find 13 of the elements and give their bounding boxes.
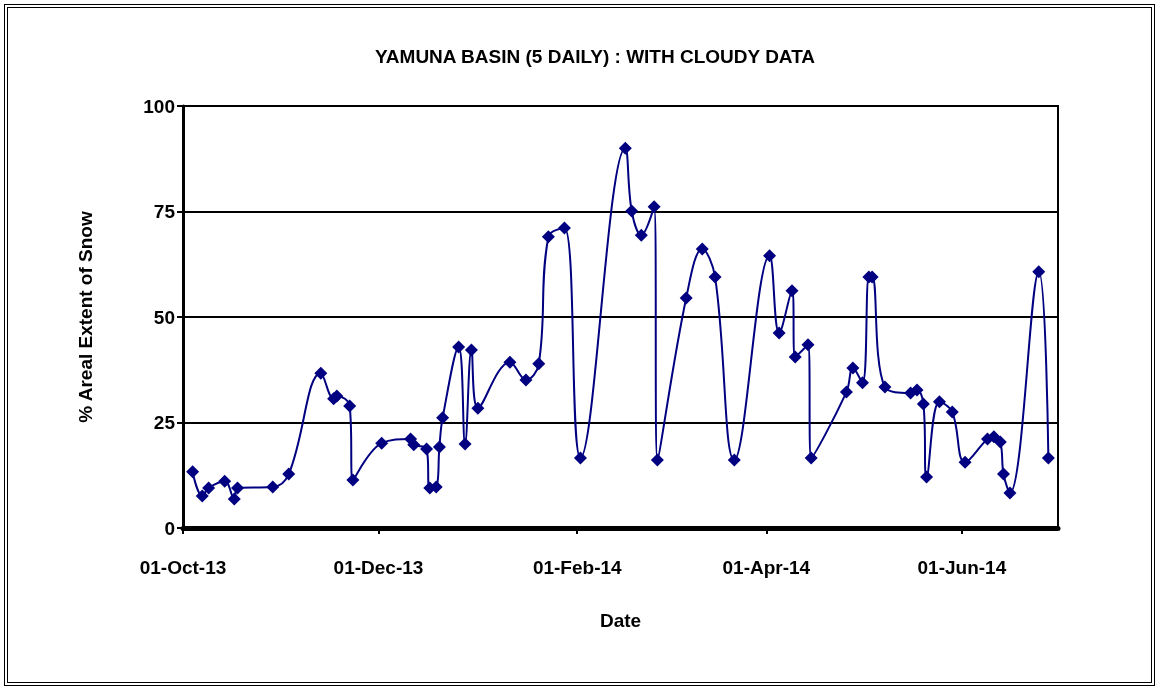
x-tick-label: 01-Apr-14: [722, 557, 811, 578]
x-tick-label: 01-Dec-13: [333, 557, 424, 578]
y-tick-label: 50: [153, 306, 175, 328]
y-tick-label: 25: [153, 412, 176, 433]
y-tick-label: 0: [164, 517, 175, 539]
chart-title: YAMUNA BASIN (5 DAILY) : WITH CLOUDY DATA: [374, 46, 816, 67]
y-tick-label: 100: [143, 95, 175, 117]
x-tick-label: 01-Feb-14: [532, 557, 623, 578]
y-tick-label: 75: [153, 201, 176, 222]
x-tick-label: 01-Oct-13: [139, 557, 227, 578]
y-axis-title: % Areal Extent of Snow: [75, 211, 96, 423]
x-axis-title: Date: [599, 610, 642, 631]
x-tick-label: 01-Jun-14: [917, 557, 1007, 578]
